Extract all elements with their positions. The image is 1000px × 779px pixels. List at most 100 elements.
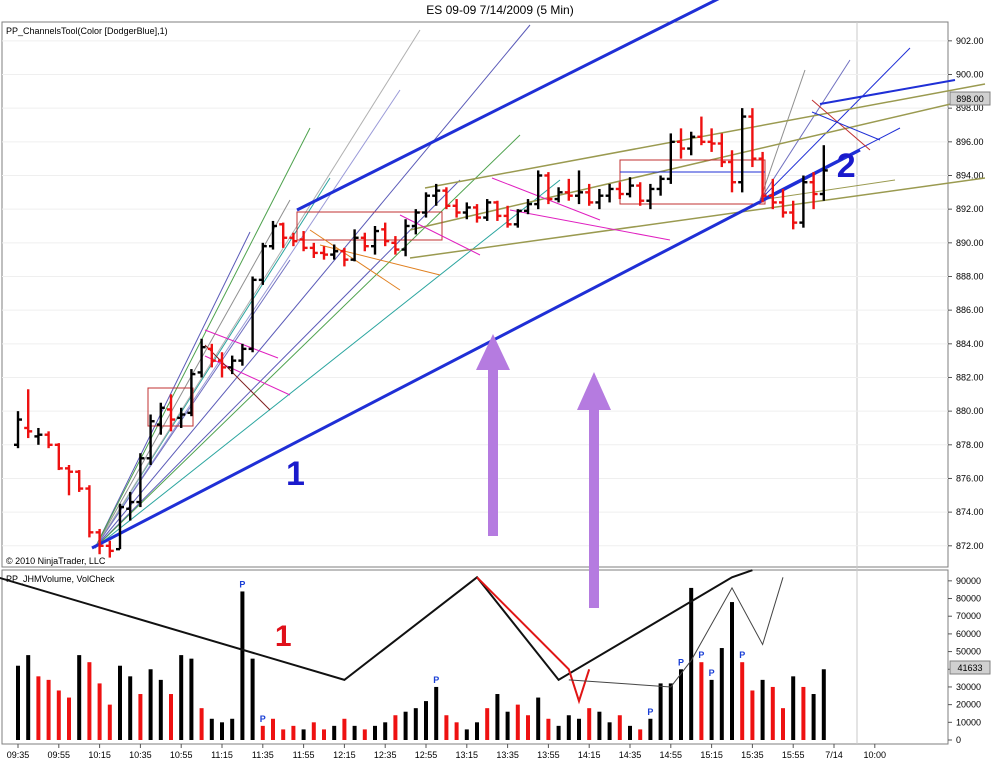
- ohlc-bar: [54, 443, 63, 471]
- volume-bar: [271, 718, 275, 740]
- ohlc-bar: [646, 183, 655, 210]
- volume-bar: [403, 711, 408, 740]
- ohlc-bar: [605, 183, 614, 203]
- volume-bar: [301, 729, 306, 740]
- ohlc-bar: [615, 182, 624, 200]
- ohlc-bar: [299, 231, 308, 252]
- volume-bar: [240, 591, 245, 740]
- ohlc-bar: [279, 222, 288, 248]
- volume-pivot-marker: P: [260, 714, 266, 724]
- volume-bar: [526, 715, 530, 740]
- ohlc-bar: [167, 394, 175, 432]
- ohlc-bar: [462, 202, 471, 220]
- ohlc-bar: [473, 204, 481, 223]
- current-volume-tag: 41633: [957, 663, 982, 673]
- volume-pivot-marker: P: [433, 675, 439, 685]
- ohlc-bar: [524, 199, 532, 215]
- volume-bar: [169, 694, 173, 740]
- volume-bar: [617, 715, 622, 740]
- ohlc-bar: [697, 116, 706, 146]
- volume-bar: [546, 718, 551, 740]
- volume-bar: [424, 701, 428, 740]
- ohlc-bar: [656, 175, 665, 196]
- volume-bar: [189, 658, 194, 740]
- volume-bar: [413, 708, 418, 740]
- price-tick-label: 884.00: [956, 339, 984, 349]
- volume-bar: [148, 669, 153, 740]
- volume-pivot-marker: P: [647, 707, 653, 717]
- time-tick-label: 10:15: [88, 750, 111, 760]
- volume-bar: [454, 722, 459, 740]
- time-tick-label: 15:55: [782, 750, 805, 760]
- ohlc-bar: [544, 172, 553, 205]
- volume-bar: [128, 676, 133, 740]
- ohlc-bar: [554, 187, 563, 203]
- time-tick-label: 12:35: [374, 750, 397, 760]
- volume-tick-label: 30000: [956, 682, 981, 692]
- ohlc-bar: [340, 247, 349, 267]
- main-channel: [91, 0, 956, 550]
- volume-bar: [536, 697, 541, 740]
- ohlc-bar: [381, 222, 390, 247]
- ohlc-bar: [197, 338, 206, 378]
- ohlc-bar: [309, 242, 318, 258]
- price-tick-label: 902.00: [956, 36, 984, 46]
- time-tick-label: 10:00: [864, 750, 887, 760]
- volume-trend-lines: [0, 569, 784, 705]
- ohlc-bar: [320, 246, 328, 260]
- volume-trend-red: [476, 576, 591, 705]
- ohlc-bar: [748, 108, 757, 168]
- ohlc-bar: [350, 229, 359, 262]
- ohlc-bar: [666, 133, 675, 184]
- ohlc-bar: [238, 343, 247, 366]
- ohlc-bar: [116, 503, 124, 551]
- volume-tick-label: 0: [956, 735, 961, 745]
- volume-bar: [658, 683, 663, 740]
- ohlc-bar: [575, 170, 583, 205]
- volume-bar: [740, 662, 745, 740]
- ohlc-bar: [534, 170, 543, 210]
- volume-bar: [322, 729, 326, 740]
- time-x-axis: 09:35 09:55 10:15 10:35 10:55 11:15 11:35 11:55…: [7, 744, 886, 760]
- ohlc-bar: [717, 133, 726, 168]
- ohlc-bar: [207, 343, 216, 368]
- volume-bar: [648, 718, 653, 740]
- time-tick-label: 11:55: [293, 750, 315, 760]
- price-tick-label: 888.00: [956, 271, 984, 281]
- volume-bar: [220, 722, 224, 740]
- ohlc-bar: [156, 402, 165, 435]
- volume-bar: [230, 718, 235, 740]
- price-tick-label: 898.00: [956, 103, 984, 113]
- ohlc-bar: [401, 219, 410, 257]
- volume-bar: [577, 718, 581, 740]
- volume-pivot-marker: P: [239, 579, 245, 589]
- volume-bar: [587, 708, 592, 740]
- volume-bar: [179, 655, 184, 740]
- volume-bar: [801, 686, 806, 740]
- price-panel: [1, 21, 949, 568]
- volume-tick-label: 50000: [956, 647, 981, 657]
- ohlc-bar: [146, 414, 155, 466]
- ohlc-bar: [483, 199, 492, 221]
- volume-bar: [434, 686, 439, 740]
- volume-pivot-marker: P: [709, 668, 715, 678]
- volume-tick-label: 10000: [956, 717, 981, 727]
- volume-bar: [679, 669, 683, 740]
- volume-bar: [56, 690, 61, 740]
- ohlc-bar: [595, 188, 604, 210]
- ohlc-bar: [779, 188, 787, 218]
- price-tick-label: 880.00: [956, 406, 984, 416]
- volume-bar: [699, 662, 704, 740]
- volume-bar: [107, 704, 112, 740]
- volume-indicator-label: PP_JHMVolume, VolCheck: [6, 574, 115, 584]
- volume-trend-black: [0, 569, 753, 682]
- ohlc-bar: [513, 209, 522, 228]
- ohlc-bar: [503, 205, 512, 228]
- volume-pivot-marker: P: [678, 657, 684, 667]
- volume-tick-label: 80000: [956, 594, 981, 604]
- volume-bar: [311, 722, 316, 740]
- volume-pivot-marker: P: [739, 650, 745, 660]
- volume-bar: [342, 718, 347, 740]
- time-tick-label: 10:35: [129, 750, 152, 760]
